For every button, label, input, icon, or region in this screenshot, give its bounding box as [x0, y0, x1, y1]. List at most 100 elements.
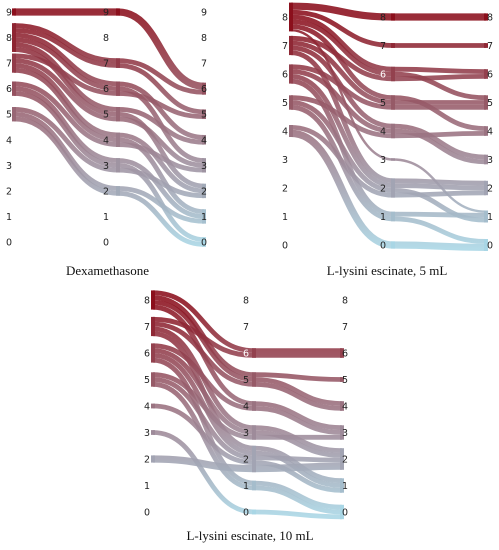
tick-label: 7: [201, 59, 207, 70]
tick-label: 1: [144, 481, 150, 492]
tick-label: 2: [144, 455, 150, 466]
tick-label: 8: [380, 13, 386, 24]
tick-label: 5: [144, 375, 150, 386]
tick-label: 1: [201, 212, 207, 223]
chart-caption: L-lysini escinate, 10 mL: [186, 528, 314, 543]
tick-label: 8: [144, 296, 150, 307]
node-bar: [252, 509, 256, 515]
flow-band: [152, 381, 343, 515]
flow-band: [290, 125, 487, 198]
flow-band: [290, 74, 487, 191]
sankey-chart: 0 1 2 3 4 5 6 7 8 9 0 1 2 3 4 5 6 7 8 9 0 1 2 3 4 5 6 7 8 9: [6, 8, 207, 249]
tick-labels: 0 1 2 3 4 5 6 7 8 9 0 1 2 3 4 5 6 7 8 9 0 1 2 3 4 5 6 7 8 9: [6, 8, 207, 249]
node-bar: [340, 377, 344, 382]
tick-label: 6: [487, 70, 493, 81]
tick-label: 6: [201, 84, 207, 95]
flow-band: [152, 357, 343, 510]
node-bar: [116, 186, 120, 196]
node-bar: [202, 183, 206, 199]
tick-label: 8: [201, 33, 207, 44]
tick-label: 0: [380, 241, 386, 252]
tick-label: 3: [487, 155, 493, 166]
node-bar: [151, 455, 155, 463]
tick-label: 2: [201, 186, 207, 197]
node-bar: [484, 13, 488, 21]
node-bar: [391, 13, 395, 21]
node-bar: [116, 107, 120, 122]
tick-label: 8: [487, 13, 493, 24]
flow-band: [152, 353, 343, 488]
node-bar: [12, 8, 16, 16]
tick-label: 6: [6, 84, 12, 95]
nodes: [151, 290, 344, 520]
tick-label: 6: [243, 349, 249, 360]
tick-label: 4: [380, 127, 386, 138]
node-bar: [391, 241, 395, 249]
nodes: [289, 2, 488, 251]
tick-label: 4: [201, 135, 207, 146]
node-bar: [484, 210, 488, 223]
node-bar: [289, 35, 293, 56]
node-bar: [202, 237, 206, 247]
tick-label: 4: [487, 127, 493, 138]
sankey-chart: 0 1 2 3 4 5 6 7 8 0 1 2 3 4 5 6 7 8 0 1 2 3 4 5 6 7 8: [144, 290, 348, 520]
tick-label: 5: [342, 375, 348, 386]
node-bar: [202, 158, 206, 173]
node-bar: [484, 43, 488, 48]
tick-label: 5: [6, 110, 12, 121]
node-bar: [12, 53, 16, 73]
tick-label: 5: [282, 98, 288, 109]
tick-label: 0: [342, 508, 348, 519]
tick-labels: 0 1 2 3 4 5 6 7 8 0 1 2 3 4 5 6 7 8 0 1 2 3 4 5 6 7 8: [144, 296, 348, 519]
node-bar: [340, 504, 344, 520]
tick-labels: 0 1 2 3 4 5 6 7 8 0 1 2 3 4 5 6 7 8 0 1 2 3 4 5 6 7 8: [282, 13, 493, 252]
tick-label: 4: [243, 402, 249, 413]
node-bar: [12, 81, 16, 96]
tick-label: 7: [243, 322, 249, 333]
tick-label: 4: [103, 135, 109, 146]
chart-panel: 0 1 2 3 4 5 6 7 8 0 1 2 3 4 5 6 7 8 0 1 2 3 4 5 6 7 8: [275, 0, 499, 262]
node-bar: [252, 445, 256, 473]
node-bar: [252, 348, 256, 358]
tick-label: 0: [243, 508, 249, 519]
tick-label: 9: [6, 8, 12, 19]
tick-label: 4: [6, 135, 12, 146]
tick-label: 2: [342, 455, 348, 466]
node-bar: [12, 23, 16, 52]
tick-label: 9: [103, 8, 109, 19]
chart-panel: 0 1 2 3 4 5 6 7 8 9 0 1 2 3 4 5 6 7 8 9 0 1 2 3 4 5 6 7 8 9: [0, 0, 215, 262]
tick-label: 5: [380, 98, 386, 109]
flow-band: [152, 430, 343, 520]
chart-caption: Dexamethasone: [65, 263, 150, 278]
tick-label: 7: [342, 322, 348, 333]
tick-label: 4: [144, 402, 150, 413]
flow-band: [152, 377, 343, 463]
tick-label: 1: [380, 212, 386, 223]
tick-label: 8: [103, 33, 109, 44]
tick-label: 5: [243, 375, 249, 386]
tick-label: 6: [103, 84, 109, 95]
node-bar: [484, 69, 488, 79]
node-bar: [391, 123, 395, 139]
tick-label: 6: [342, 349, 348, 360]
flow-band: [152, 300, 343, 406]
tick-label: 0: [282, 241, 288, 252]
tick-label: 0: [201, 238, 207, 249]
node-bar: [202, 109, 206, 120]
tick-label: 0: [144, 508, 150, 519]
node-bar: [484, 180, 488, 196]
tick-label: 5: [487, 98, 493, 109]
tick-label: 6: [144, 349, 150, 360]
node-bar: [289, 125, 293, 137]
tick-label: 3: [103, 161, 109, 172]
node-bar: [391, 158, 395, 161]
tick-label: 1: [103, 212, 109, 223]
tick-label: 2: [243, 455, 249, 466]
tick-label: 7: [103, 59, 109, 70]
node-bar: [484, 95, 488, 110]
tick-label: 0: [487, 241, 493, 252]
flow-band: [152, 295, 343, 382]
node-bar: [151, 343, 155, 363]
tick-label: 1: [282, 212, 288, 223]
tick-label: 3: [201, 161, 207, 172]
